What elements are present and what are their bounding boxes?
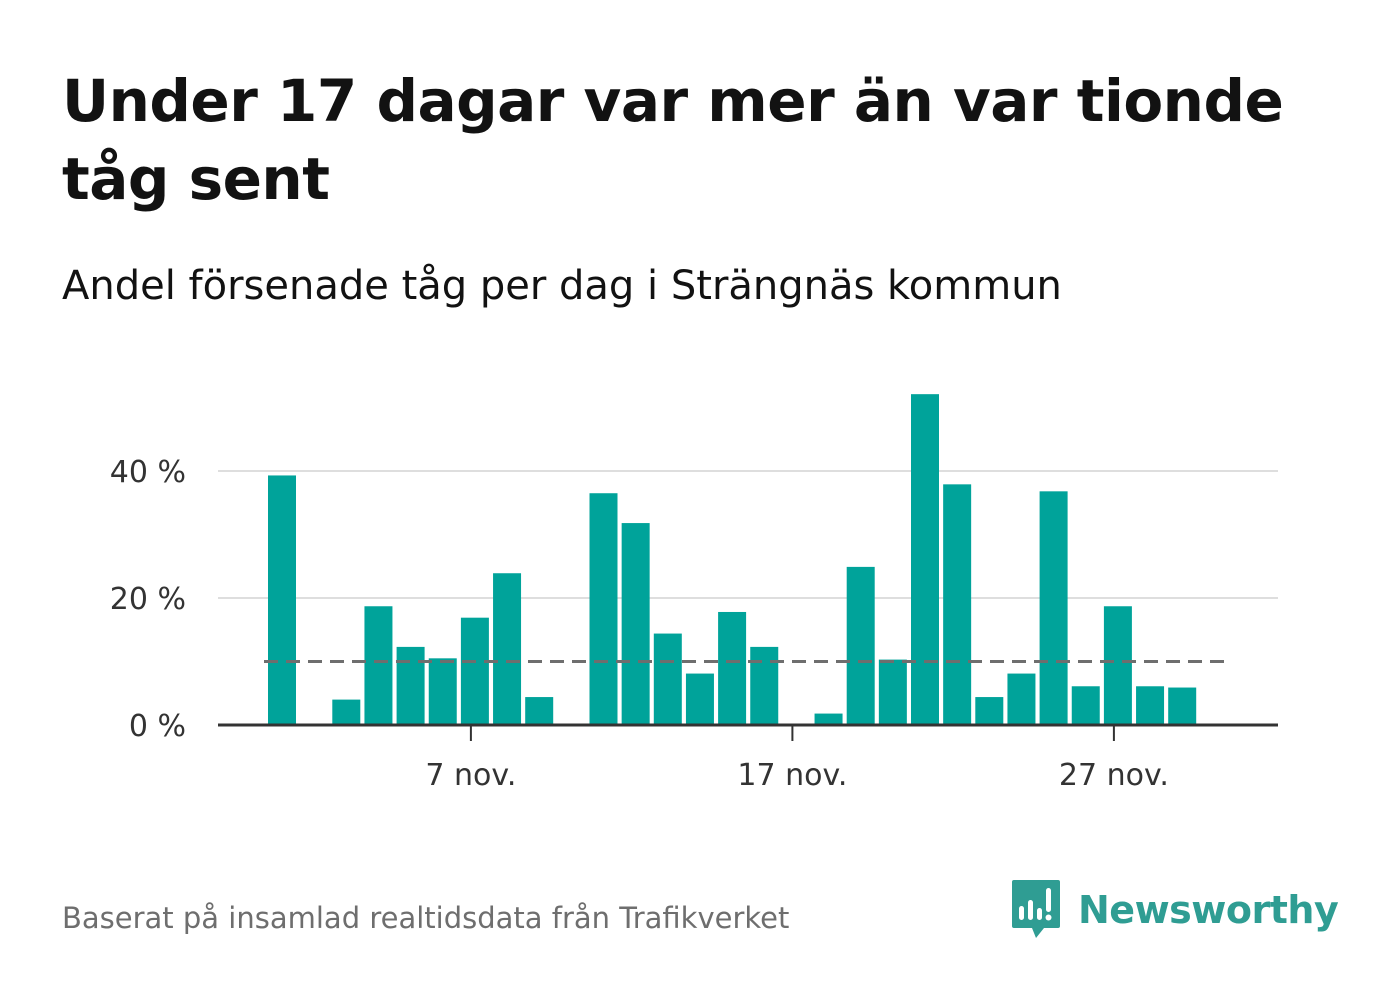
bar-16 <box>750 646 779 725</box>
bar-12 <box>621 523 650 725</box>
bar-28 <box>1136 686 1165 725</box>
x-tick-label: 27 nov. <box>1059 758 1169 793</box>
chart-subtitle: Andel försenade tåg per dag i Strängnäs … <box>62 263 1062 309</box>
bar-26 <box>1071 686 1100 725</box>
brand-name: Newsworthy <box>1078 888 1339 932</box>
bar-24 <box>1007 673 1036 725</box>
bar-8 <box>493 573 522 725</box>
bar-19 <box>846 566 875 725</box>
bar-18 <box>814 713 843 725</box>
tick-labels: 0 % 20 % 40 % 7 nov. 17 nov. 27 nov. <box>110 455 1169 793</box>
chart-title: Under 17 dagar var mer än var tionde tåg… <box>62 67 1284 213</box>
y-tick-label: 0 % <box>129 709 186 744</box>
bar-5 <box>396 646 425 725</box>
axes <box>218 723 1278 741</box>
bar-4 <box>364 606 393 725</box>
bar-23 <box>975 697 1004 725</box>
bar-chart: 0 % 20 % 40 % 7 nov. 17 nov. 27 nov. <box>110 394 1278 793</box>
bar-15 <box>718 611 747 725</box>
newsworthy-logo-icon <box>1012 880 1060 938</box>
bar-22 <box>943 484 972 725</box>
x-tick-label: 17 nov. <box>737 758 847 793</box>
bar-13 <box>653 633 682 725</box>
bar-20 <box>878 659 907 725</box>
bars <box>268 394 1197 725</box>
bar-29 <box>1168 687 1197 725</box>
bar-7 <box>460 617 489 725</box>
newsworthy-logo: Newsworthy <box>1010 878 1339 942</box>
bar-9 <box>525 697 554 725</box>
bar-27 <box>1103 606 1132 725</box>
grid-lines <box>218 470 1278 599</box>
y-tick-label: 40 % <box>110 455 186 490</box>
bar-14 <box>685 673 714 725</box>
bar-25 <box>1039 491 1068 725</box>
source-note: Baserat på insamlad realtidsdata från Tr… <box>62 901 790 935</box>
x-tick-label: 7 nov. <box>425 758 516 793</box>
bar-21 <box>911 394 939 725</box>
bar-11 <box>589 493 618 725</box>
bar-6 <box>428 658 457 725</box>
y-tick-label: 20 % <box>110 582 186 617</box>
bar-3 <box>332 699 361 725</box>
bar-1 <box>268 475 296 725</box>
